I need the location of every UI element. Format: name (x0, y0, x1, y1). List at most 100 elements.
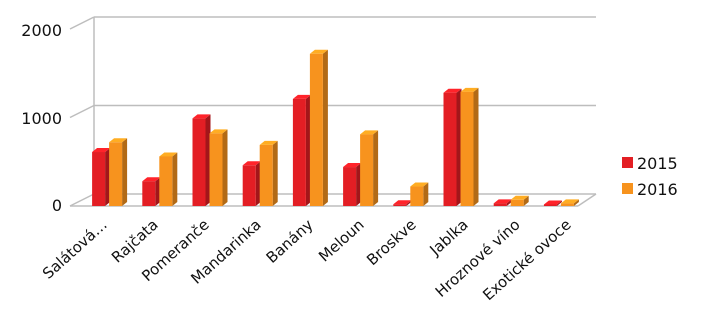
bar (292, 94, 311, 206)
x-axis-categories: Salátová… Rajčata Pomeranče Mandarinka B… (39, 216, 575, 305)
x-category-label: Broskve (363, 216, 420, 269)
y-axis-ticks: 0 1000 2000 (21, 21, 62, 215)
bar-front (543, 204, 557, 206)
bar-side (205, 114, 211, 206)
bar-side (122, 138, 128, 206)
bar-front (192, 118, 206, 206)
bar (92, 148, 111, 206)
legend-swatch-2016 (622, 183, 633, 194)
x-category-label: Jablka (426, 216, 472, 260)
bar (460, 87, 479, 206)
bar-side (456, 88, 462, 206)
bar-front (142, 181, 156, 206)
bar-top (159, 152, 178, 157)
bar-top (460, 87, 479, 92)
bar-front (109, 142, 123, 206)
bar-side (523, 195, 529, 206)
bar-top (343, 163, 362, 168)
legend-label-2016: 2016 (637, 180, 678, 199)
bar (410, 182, 429, 206)
bar-side (255, 161, 261, 206)
bar (192, 114, 211, 206)
bar-side (406, 200, 412, 206)
bar-top (209, 129, 228, 134)
bar-front (410, 186, 424, 206)
legend: 2015 2016 (622, 154, 678, 199)
bar-side (423, 182, 429, 206)
bar-top (142, 177, 161, 182)
bar-side (506, 199, 512, 206)
bar-top (292, 94, 311, 99)
bar-side (556, 200, 562, 206)
bar-front (292, 98, 306, 206)
bar-front (560, 203, 574, 206)
bar-top (109, 138, 128, 143)
bar-series (92, 49, 579, 206)
y-tick-label: 2000 (21, 21, 62, 40)
bar (209, 129, 228, 206)
bar (560, 199, 579, 206)
bar-front (209, 133, 223, 206)
bar (510, 195, 529, 206)
bar-top (543, 200, 562, 205)
bar-front (510, 199, 524, 206)
bar-top (410, 182, 429, 187)
bar-side (222, 129, 228, 206)
bar-top (493, 199, 512, 204)
floor-side-edge (577, 193, 597, 207)
bar (309, 49, 328, 206)
bar-top (242, 161, 261, 166)
bar (360, 130, 379, 206)
legend-swatch-2015 (622, 157, 633, 168)
bar-front (159, 156, 173, 206)
bar (242, 161, 261, 206)
bar-side (105, 148, 111, 206)
bar-top (192, 114, 211, 119)
bar-front (92, 152, 106, 206)
bar-top (259, 140, 278, 145)
bar-front (460, 91, 474, 206)
bar-front (309, 53, 323, 206)
y-tick-label: 1000 (21, 109, 62, 128)
bar (109, 138, 128, 206)
bar-front (259, 144, 273, 206)
bar-side (322, 49, 328, 206)
y-tick-label: 0 (52, 196, 62, 215)
bar (343, 163, 362, 206)
bar-side (473, 87, 479, 206)
bar-side (356, 163, 362, 206)
bar-front (360, 134, 374, 206)
bar-top (443, 88, 462, 93)
bar-front (493, 203, 507, 206)
bar-front (242, 165, 256, 206)
bar-front (343, 167, 357, 206)
legend-label-2015: 2015 (637, 154, 678, 173)
bar (142, 177, 161, 206)
x-category-label: Banány (263, 216, 317, 267)
bar (259, 140, 278, 206)
bar (159, 152, 178, 206)
bar (393, 200, 412, 206)
bar-side (272, 140, 278, 206)
bar-top (560, 199, 579, 204)
bar (493, 199, 512, 206)
bar-front (393, 204, 407, 206)
bar-top (510, 195, 529, 200)
bar-side (172, 152, 178, 206)
x-category-label: Meloun (315, 216, 368, 266)
bar-side (305, 94, 311, 206)
bar-top (393, 200, 412, 205)
bar (543, 200, 562, 206)
bar-side (373, 130, 379, 206)
x-category-label: Salátová… (39, 216, 111, 283)
bar-side (573, 199, 579, 206)
bar (443, 88, 462, 206)
gridline-depth (69, 193, 95, 207)
bar-top (360, 130, 379, 135)
bar-top (92, 148, 111, 153)
chart-gridlines (69, 16, 597, 207)
gridline-depth (69, 104, 95, 119)
gridline-depth (69, 16, 95, 30)
bar-side (155, 177, 161, 206)
